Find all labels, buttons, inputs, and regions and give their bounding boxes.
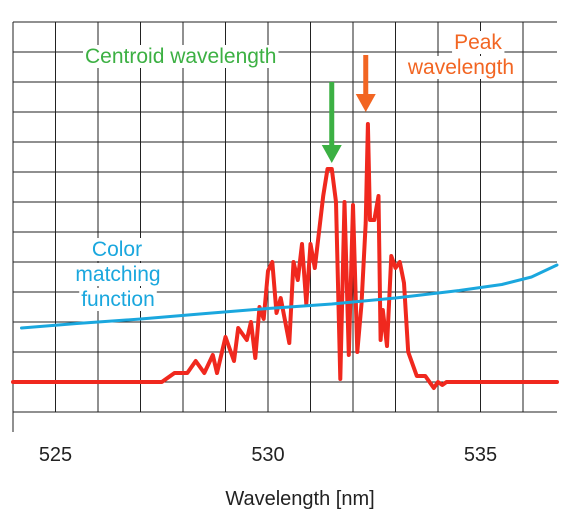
x-tick-label: 530 bbox=[251, 444, 284, 466]
x-tick-label: 535 bbox=[464, 444, 497, 466]
centroid-arrow-head bbox=[321, 145, 342, 163]
grid bbox=[12, 21, 557, 432]
cmf-label-line2: matching bbox=[75, 263, 160, 286]
peak-label-line1: Peak bbox=[454, 31, 502, 54]
cmf-annotation: Color matching function bbox=[73, 238, 163, 311]
centroid-label: Centroid wavelength bbox=[85, 45, 276, 68]
spectrum-line bbox=[11, 122, 559, 390]
series-layer bbox=[11, 122, 559, 390]
label-backdrop bbox=[79, 288, 157, 311]
label-backdrop bbox=[452, 31, 505, 54]
x-tick-labels: 525 530 535 bbox=[39, 444, 497, 466]
x-axis-label: Wavelength [nm] bbox=[225, 488, 374, 510]
x-tick-label: 525 bbox=[39, 444, 72, 466]
label-backdrop bbox=[83, 45, 279, 68]
cmf-label-line3: function bbox=[81, 288, 155, 311]
label-backdrop bbox=[73, 263, 163, 286]
peak-label-line2: wavelength bbox=[407, 56, 514, 79]
peak-arrow-head bbox=[355, 94, 376, 112]
color-matching-function-line bbox=[20, 263, 559, 330]
centroid-annotation: Centroid wavelength bbox=[83, 45, 342, 163]
label-backdrop bbox=[89, 238, 145, 261]
cmf-label-line1: Color bbox=[92, 238, 142, 261]
peak-annotation: Peak wavelength bbox=[355, 31, 517, 112]
label-backdrop bbox=[404, 56, 517, 79]
